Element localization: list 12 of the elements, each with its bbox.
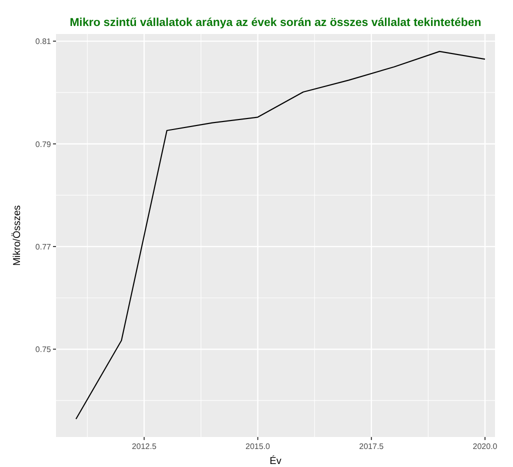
y-tick-label: 0.77 [35,242,52,252]
x-tick-label: 2012.5 [132,442,157,451]
chart-title: Mikro szintű vállalatok aránya az évek során az összes vállalat tekintetében [70,17,482,29]
y-axis-title: Mikro/Összes [11,205,23,266]
y-tick-label: 0.81 [35,37,52,46]
y-tick-label: 0.75 [35,345,52,354]
x-tick-label: 2020.0 [472,442,498,451]
x-axis-title: Év [270,455,282,467]
line-series [75,50,486,420]
x-tick-label: 2015.0 [246,442,271,451]
y-tick-label: 0.79 [35,140,52,149]
x-tick-label: 2017.5 [359,442,384,451]
